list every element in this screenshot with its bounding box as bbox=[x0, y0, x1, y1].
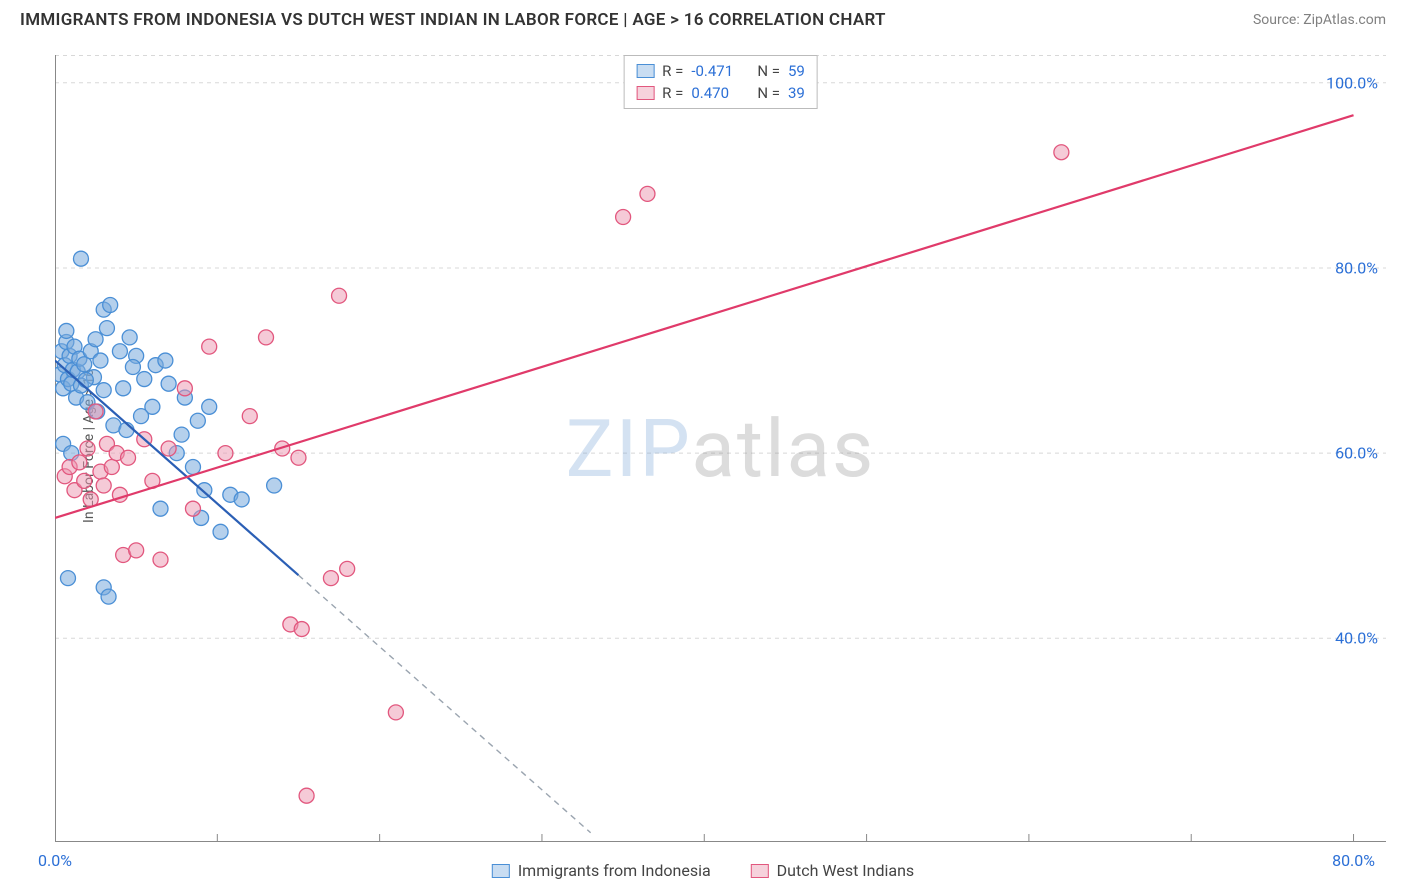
indonesia-point bbox=[153, 501, 168, 516]
indonesia-point bbox=[234, 492, 249, 507]
indonesia-point bbox=[174, 427, 189, 442]
indonesia-point bbox=[267, 478, 282, 493]
dutch_west_indians-point bbox=[1054, 145, 1069, 160]
dutch_west_indians-point bbox=[218, 446, 233, 461]
scatter-plot-svg bbox=[55, 55, 1386, 842]
indonesia-point bbox=[213, 524, 228, 539]
r-value: -0.471 bbox=[691, 62, 749, 80]
correlation-legend-row: R = -0.471 N = 59 bbox=[636, 60, 805, 82]
dutch_west_indians-point bbox=[80, 441, 95, 456]
y-tick-label: 80.0% bbox=[1335, 258, 1378, 277]
indonesia-point bbox=[96, 383, 111, 398]
indonesia-point bbox=[122, 330, 137, 345]
dutch_west_indians-point bbox=[202, 339, 217, 354]
indonesia-point bbox=[99, 321, 114, 336]
dutch_west_indians-point bbox=[72, 455, 87, 470]
indonesia-trend-line bbox=[55, 361, 298, 576]
n-value: 59 bbox=[788, 62, 805, 80]
indonesia-point bbox=[93, 353, 108, 368]
x-tick-label: 80.0% bbox=[1332, 851, 1375, 870]
legend-swatch bbox=[636, 64, 654, 78]
indonesia-point bbox=[116, 381, 131, 396]
indonesia-point bbox=[103, 297, 118, 312]
y-tick-label: 60.0% bbox=[1335, 444, 1378, 463]
dutch_west_indians-point bbox=[640, 186, 655, 201]
indonesia-point bbox=[125, 360, 140, 375]
indonesia-point bbox=[137, 372, 152, 387]
indonesia-point bbox=[101, 589, 116, 604]
legend-swatch bbox=[636, 86, 654, 100]
y-tick-label: 40.0% bbox=[1335, 629, 1378, 648]
series-legend-label: Dutch West Indians bbox=[777, 861, 915, 880]
dutch_west_indians-point bbox=[161, 441, 176, 456]
dutch_west_indians-point bbox=[129, 543, 144, 558]
y-tick-label: 100.0% bbox=[1326, 73, 1378, 92]
dutch_west_indians-point bbox=[185, 501, 200, 516]
dutch_west_indians-point bbox=[177, 381, 192, 396]
dutch_west_indians-trend-line bbox=[55, 115, 1354, 518]
indonesia-point bbox=[134, 409, 149, 424]
r-value: 0.470 bbox=[691, 84, 749, 102]
correlation-legend-row: R = 0.470 N = 39 bbox=[636, 82, 805, 104]
dutch_west_indians-point bbox=[388, 705, 403, 720]
dutch_west_indians-point bbox=[121, 450, 136, 465]
indonesia-trend-line-extrapolated bbox=[298, 575, 590, 833]
dutch_west_indians-point bbox=[242, 409, 257, 424]
series-legend: Immigrants from Indonesia Dutch West Indi… bbox=[492, 861, 914, 880]
dutch_west_indians-point bbox=[340, 561, 355, 576]
dutch_west_indians-point bbox=[332, 288, 347, 303]
dutch_west_indians-point bbox=[294, 622, 309, 637]
n-label: N = bbox=[757, 84, 780, 102]
indonesia-point bbox=[73, 251, 88, 266]
dutch_west_indians-point bbox=[323, 571, 338, 586]
dutch_west_indians-point bbox=[104, 460, 119, 475]
indonesia-point bbox=[185, 460, 200, 475]
dutch_west_indians-point bbox=[96, 478, 111, 493]
n-label: N = bbox=[757, 62, 780, 80]
indonesia-point bbox=[59, 323, 74, 338]
dutch_west_indians-point bbox=[77, 473, 92, 488]
indonesia-point bbox=[112, 344, 127, 359]
dutch_west_indians-point bbox=[88, 404, 103, 419]
dutch_west_indians-point bbox=[259, 330, 274, 345]
chart-title: IMMIGRANTS FROM INDONESIA VS DUTCH WEST … bbox=[20, 10, 886, 30]
r-label: R = bbox=[662, 62, 683, 80]
indonesia-point bbox=[161, 376, 176, 391]
indonesia-point bbox=[158, 353, 173, 368]
dutch_west_indians-point bbox=[299, 788, 314, 803]
indonesia-point bbox=[190, 413, 205, 428]
legend-swatch bbox=[751, 864, 769, 878]
series-legend-item: Immigrants from Indonesia bbox=[492, 861, 711, 880]
correlation-legend: R = -0.471 N = 59 R = 0.470 N = 39 bbox=[623, 55, 818, 109]
indonesia-point bbox=[60, 571, 75, 586]
source-attribution: Source: ZipAtlas.com bbox=[1253, 12, 1386, 28]
r-label: R = bbox=[662, 84, 683, 102]
indonesia-point bbox=[78, 372, 93, 387]
dutch_west_indians-point bbox=[153, 552, 168, 567]
dutch_west_indians-point bbox=[616, 210, 631, 225]
x-tick-label: 0.0% bbox=[38, 851, 72, 870]
series-legend-label: Immigrants from Indonesia bbox=[518, 861, 711, 880]
chart-area: ZIPatlas R =-0.471N =59R =0.470N =39 40.… bbox=[55, 55, 1386, 842]
series-legend-item: Dutch West Indians bbox=[751, 861, 915, 880]
indonesia-point bbox=[202, 399, 217, 414]
n-value: 39 bbox=[788, 84, 805, 102]
indonesia-point bbox=[88, 332, 103, 347]
dutch_west_indians-point bbox=[291, 450, 306, 465]
legend-swatch bbox=[492, 864, 510, 878]
